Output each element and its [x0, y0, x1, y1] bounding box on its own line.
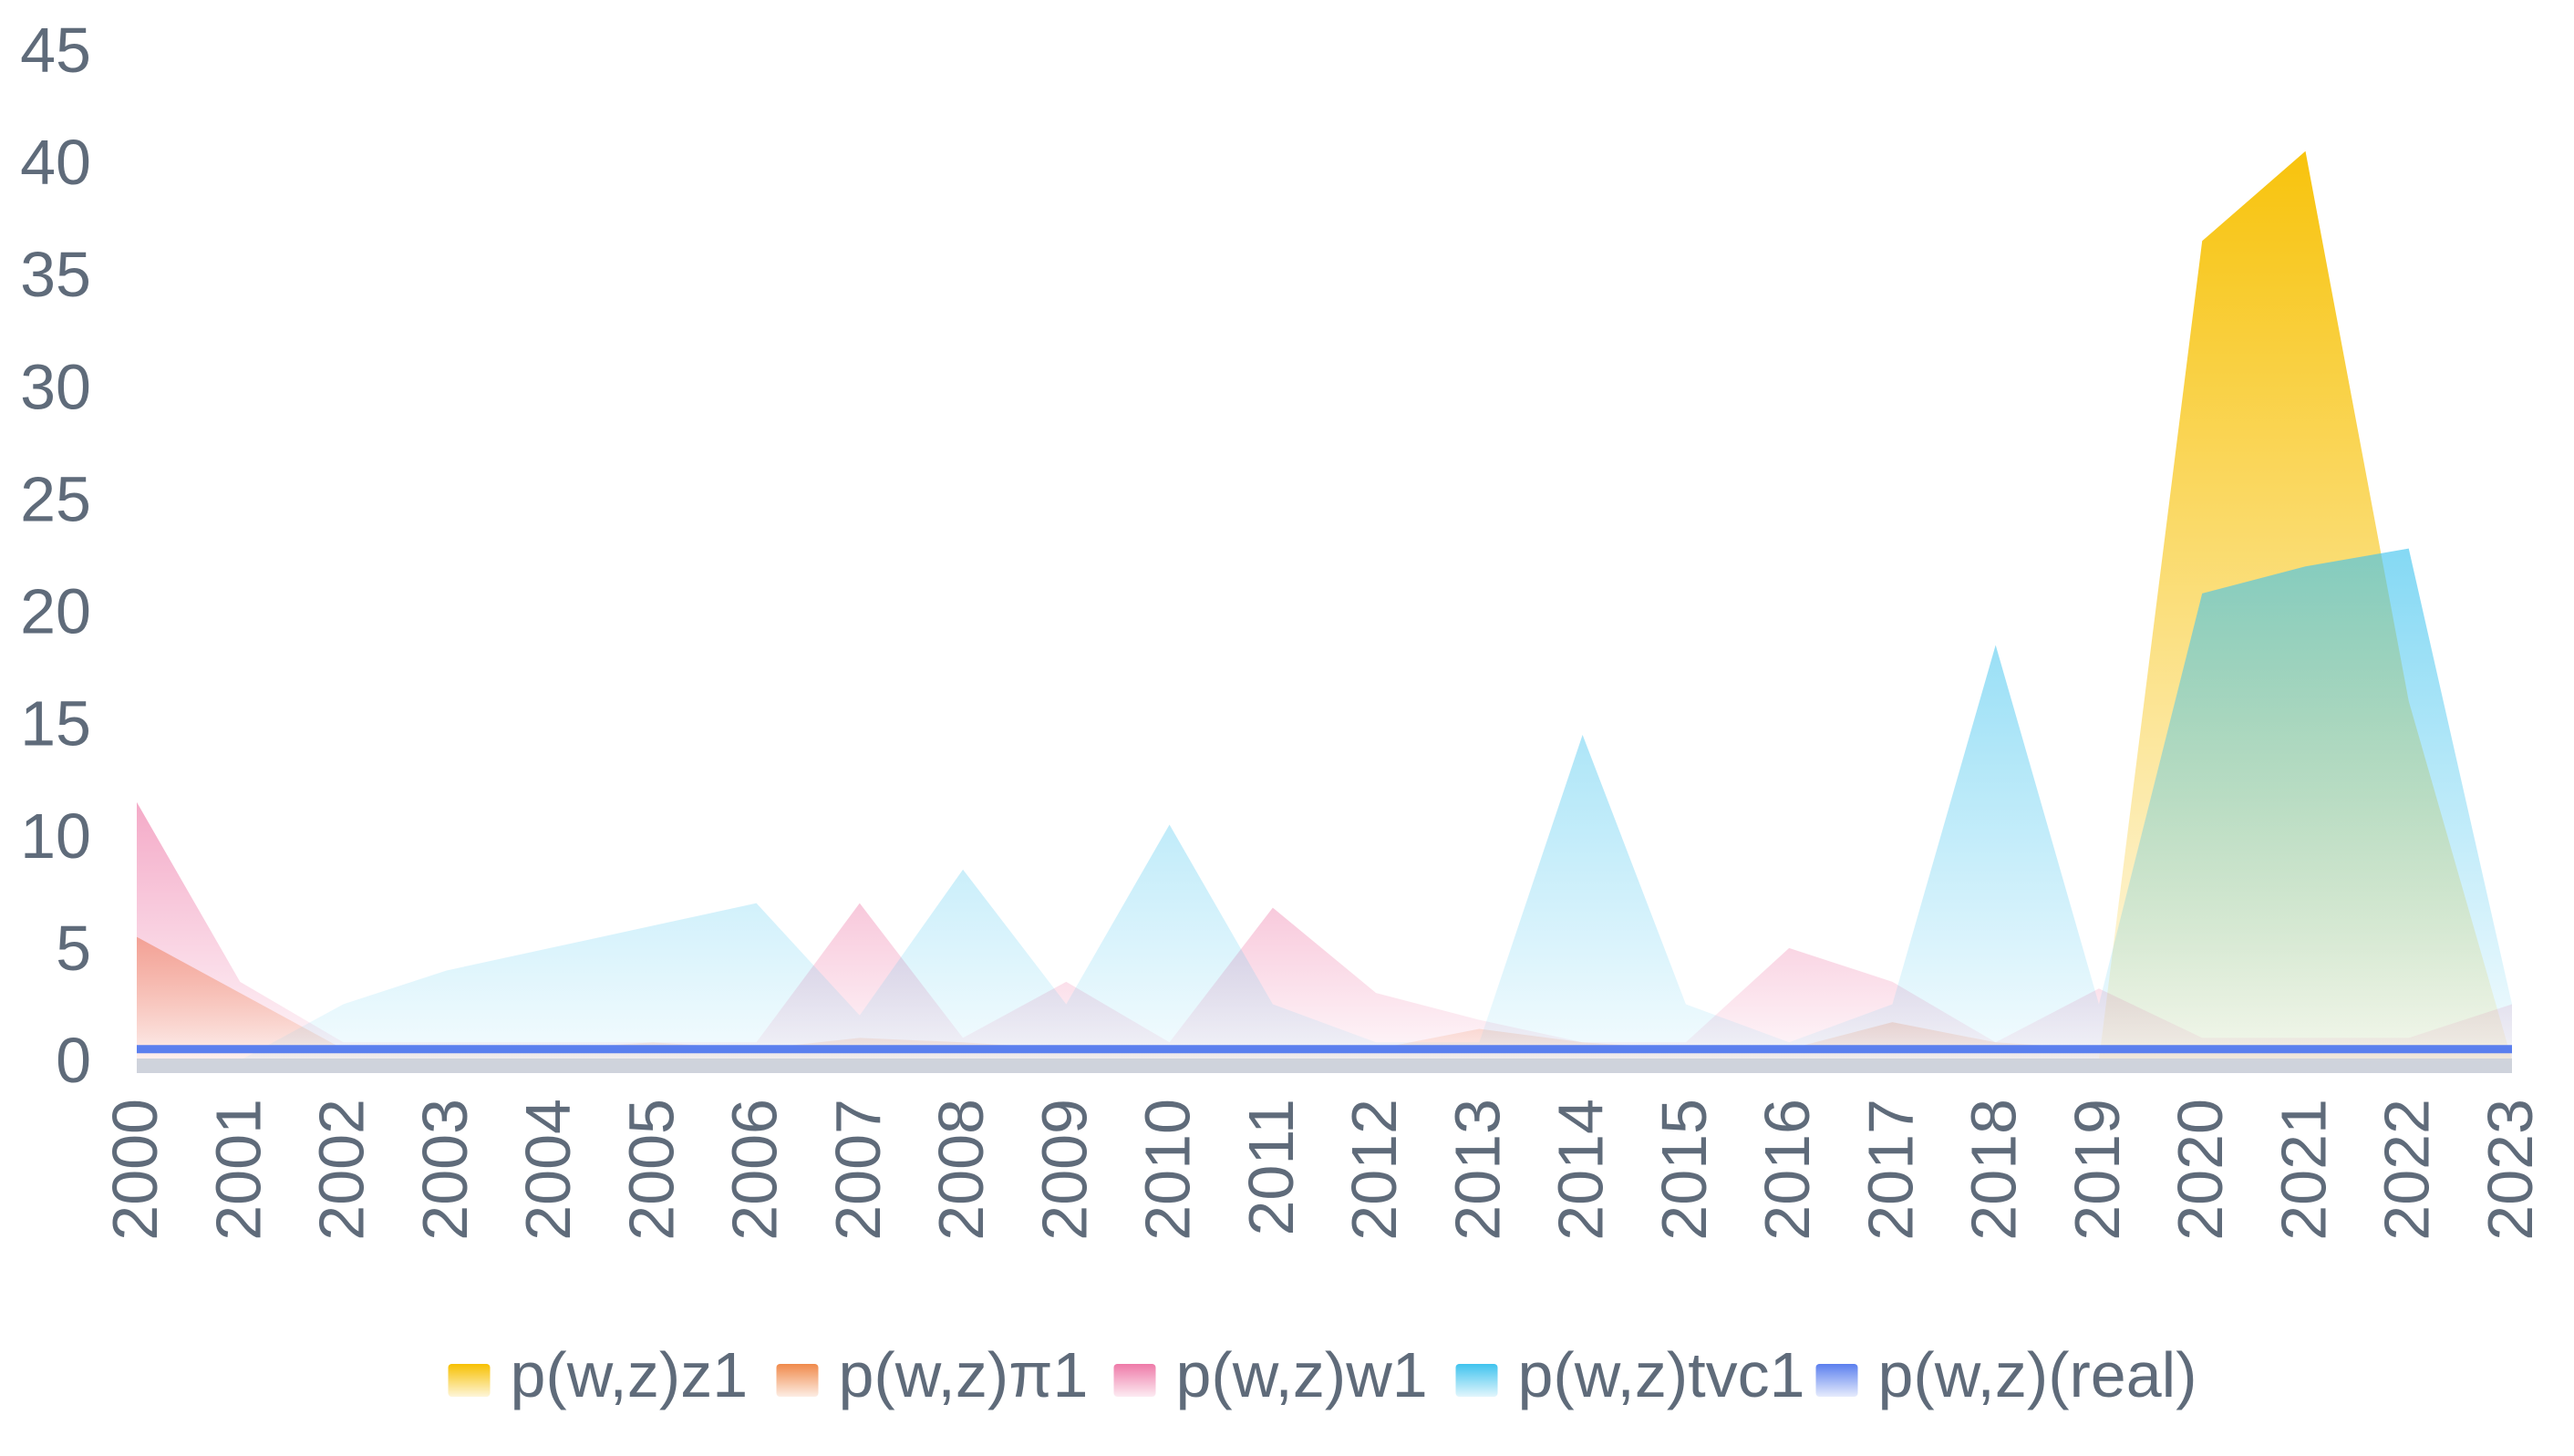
x-tick-label: 2015	[1649, 1099, 1720, 1241]
series-area-3	[137, 548, 2512, 1060]
y-tick-label: 40	[20, 127, 91, 198]
legend-swatch	[776, 1364, 819, 1397]
series-area-2	[137, 801, 2512, 1060]
x-tick-label: 2020	[2165, 1099, 2236, 1241]
x-tick-label: 2012	[1339, 1099, 1410, 1241]
y-tick-label: 35	[20, 239, 91, 310]
y-tick-label: 10	[20, 800, 91, 872]
x-tick-label: 2023	[2475, 1099, 2546, 1241]
x-tick-label: 2021	[2268, 1099, 2339, 1241]
x-tick-label: 2002	[306, 1099, 377, 1241]
legend-item[interactable]: p(w,z)w1	[1113, 1339, 1428, 1410]
x-tick-label: 2004	[512, 1099, 584, 1241]
legend-swatch	[1113, 1364, 1156, 1397]
x-tick-label: 2003	[409, 1099, 481, 1241]
x-tick-label: 2005	[615, 1099, 687, 1241]
x-tick-label: 2001	[202, 1099, 274, 1241]
y-tick-label: 30	[20, 351, 91, 422]
x-tick-label: 2016	[1752, 1099, 1823, 1241]
legend-item[interactable]: p(w,z)tvc1	[1455, 1339, 1805, 1410]
legend-swatch	[1455, 1364, 1498, 1397]
x-tick-label: 2000	[99, 1099, 171, 1241]
y-axis: 0 5 10 15 20 25 30 35 40 45	[20, 15, 91, 1096]
legend-label: p(w,z)w1	[1176, 1339, 1428, 1410]
x-tick-label: 2019	[2062, 1099, 2133, 1241]
legend-label: p(w,z)π1	[839, 1339, 1089, 1410]
legend-item[interactable]: p(w,z)z1	[448, 1339, 749, 1410]
x-tick-label: 2011	[1235, 1099, 1307, 1236]
x-tick-label: 2008	[925, 1099, 997, 1241]
x-tick-label: 2006	[719, 1099, 791, 1241]
x-axis-band	[137, 1058, 2512, 1073]
x-axis: 2000 2001 2002 2003 2004 2005 2006 2007 2008 2009…	[99, 1099, 2546, 1241]
legend-label: p(w,z)z1	[511, 1339, 749, 1410]
legend: p(w,z)z1 p(w,z)π1 p(w,z)w1 p(w,z)tvc1 p(w,z)…	[448, 1339, 2197, 1410]
y-tick-label: 15	[20, 688, 91, 759]
y-tick-label: 45	[20, 15, 91, 86]
legend-label: p(w,z)tvc1	[1518, 1339, 1805, 1410]
legend-label: p(w,z)(real)	[1878, 1339, 2197, 1410]
x-tick-label: 2018	[1959, 1099, 2030, 1241]
x-tick-label: 2022	[2372, 1099, 2443, 1241]
x-tick-label: 2007	[822, 1099, 894, 1241]
y-tick-label: 0	[56, 1025, 91, 1096]
legend-item[interactable]: p(w,z)(real)	[1815, 1339, 2197, 1410]
x-tick-label: 2013	[1442, 1099, 1513, 1241]
series-layer	[137, 150, 2512, 1061]
x-tick-label: 2010	[1132, 1099, 1204, 1241]
legend-swatch	[1815, 1364, 1858, 1397]
x-tick-label: 2009	[1029, 1099, 1100, 1241]
y-tick-label: 5	[56, 913, 91, 984]
legend-swatch	[448, 1364, 491, 1397]
legend-item[interactable]: p(w,z)π1	[776, 1339, 1089, 1410]
x-tick-label: 2017	[1855, 1099, 1926, 1241]
y-tick-label: 20	[20, 576, 91, 647]
y-tick-label: 25	[20, 463, 91, 534]
x-tick-label: 2014	[1545, 1099, 1617, 1241]
baseline-layer	[137, 1045, 2512, 1073]
